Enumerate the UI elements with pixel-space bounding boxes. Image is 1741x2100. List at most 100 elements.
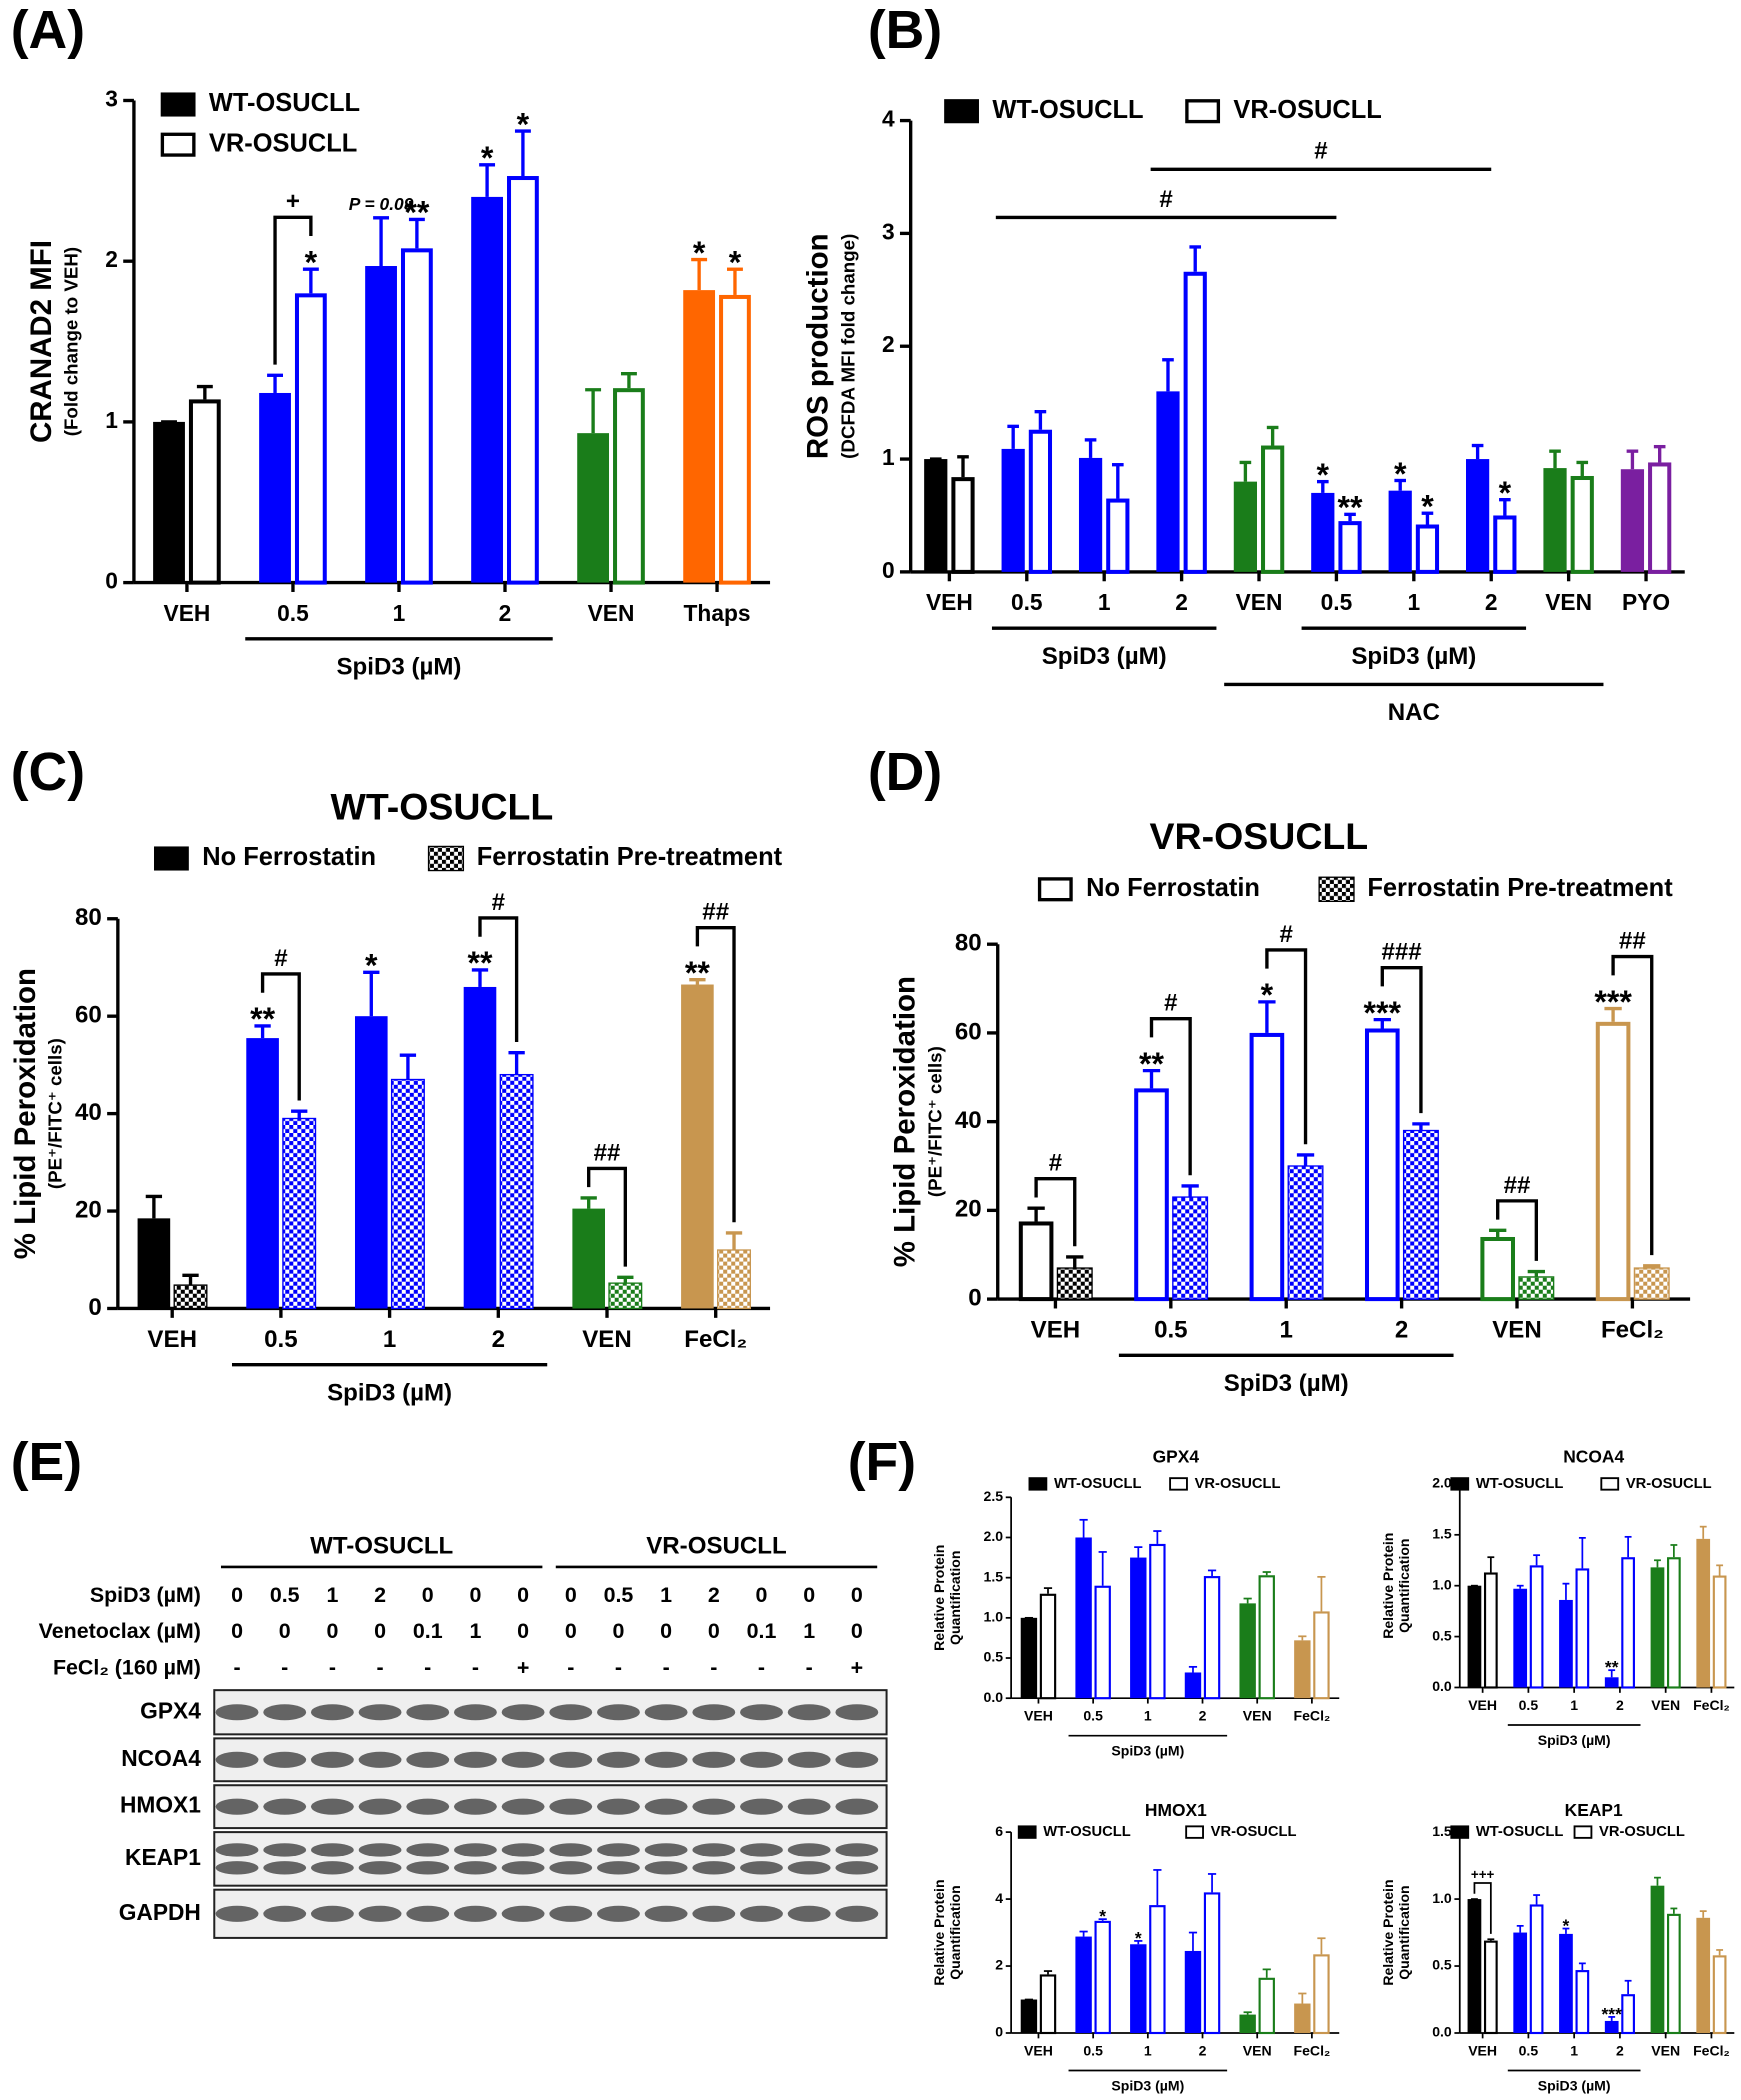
blot-band [310, 1704, 354, 1721]
condition-value: 0 [279, 1619, 291, 1643]
condition-label: Venetoclax (µM) [39, 1619, 201, 1643]
legend-label: No Ferrostatin [202, 843, 376, 871]
bar [1648, 462, 1672, 574]
bar [608, 1282, 643, 1310]
bar [1467, 1899, 1482, 2033]
bar [1415, 524, 1440, 574]
y-axis-label: Relative Protein [1380, 1879, 1396, 1985]
blot-band [358, 1861, 402, 1875]
y-tick-label: 2.0 [984, 1528, 1004, 1544]
legend-swatch [1169, 1477, 1188, 1491]
x-tick-label: 0.5 [1519, 1697, 1539, 1713]
condition-label: SpiD3 (µM) [90, 1583, 201, 1607]
y-tick-label: 4 [882, 106, 895, 132]
y-axis-sublabel: Quantification [947, 1885, 963, 1979]
bar [1604, 2020, 1619, 2033]
x-tick-label: VEH [147, 1326, 197, 1353]
bar [365, 266, 397, 583]
blot-band [263, 1704, 307, 1721]
x-tick-label: 2 [1395, 1317, 1408, 1344]
x-tick-label: 1 [1098, 589, 1111, 615]
x-tick-label: FeCl₂ [1294, 2042, 1331, 2058]
blot-band [406, 1905, 450, 1922]
x-tick-label: VEN [582, 1326, 632, 1353]
legend-swatch [427, 845, 465, 872]
condition-value: 0 [565, 1619, 577, 1643]
blot-band [597, 1905, 640, 1922]
condition-value: 0 [708, 1619, 720, 1643]
bar [1604, 1677, 1619, 1688]
comparison-bracket [1496, 1199, 1539, 1261]
comparison-label: ### [1382, 939, 1423, 966]
bar [1294, 1640, 1311, 1699]
blot-band [549, 1751, 593, 1768]
y-axis-label: Relative Protein [1380, 1533, 1396, 1639]
bar [1388, 490, 1412, 572]
condition-value: 0 [803, 1583, 815, 1607]
group-label: SpiD3 (µM) [1111, 2077, 1184, 2093]
y-tick-label: 1.5 [1432, 1823, 1452, 1839]
bar [613, 388, 645, 585]
y-axis-sublabel: (PE⁺/FITC⁺ cells) [924, 1046, 945, 1197]
condition-value: - [567, 1655, 574, 1679]
condition-value: 0.1 [747, 1619, 777, 1643]
bar [1134, 1088, 1169, 1302]
comparison-label: # [1314, 138, 1328, 165]
blot-band [310, 1861, 354, 1875]
blot-band [453, 1861, 497, 1875]
blot-band [692, 1704, 736, 1721]
y-axis-label: CRANAD2 MFI [25, 240, 58, 443]
blot-band [263, 1798, 307, 1815]
chart-title: NCOA4 [1563, 1446, 1624, 1466]
legend-label: WT-OSUCLL [209, 89, 360, 117]
legend-swatch [1573, 1825, 1593, 1839]
y-axis-label: % Lipid Peroxidation [889, 976, 922, 1267]
bar [1529, 1904, 1544, 2035]
blot-band [263, 1861, 307, 1875]
comparison-bracket [1473, 1882, 1492, 1934]
bar [153, 421, 185, 583]
bar [1518, 1276, 1555, 1300]
significance-label: * [1317, 457, 1330, 493]
bar [1075, 1936, 1092, 2033]
legend-swatch [1600, 1477, 1620, 1491]
condition-value: - [806, 1655, 813, 1679]
y-tick-label: 40 [955, 1107, 982, 1134]
condition-value: 1 [660, 1583, 672, 1607]
blot-band [692, 1861, 736, 1875]
blot-group-label: VR-OSUCLL [646, 1533, 787, 1560]
comparison-label: +++ [1471, 1867, 1495, 1882]
significance-label: ** [404, 195, 430, 231]
comparison-label: ## [1504, 1172, 1531, 1199]
bar [173, 1284, 208, 1310]
x-tick-label: VEN [1243, 1708, 1272, 1724]
y-tick-label: 3 [105, 86, 118, 112]
panel-label: (F) [848, 1433, 916, 1492]
significance-label: * [365, 948, 378, 984]
y-tick-label: 80 [75, 904, 102, 931]
y-tick-label: 20 [75, 1196, 102, 1223]
x-tick-label: 0.5 [277, 600, 309, 626]
group-label: SpiD3 (µM) [336, 654, 461, 681]
legend-label: VR-OSUCLL [1599, 1824, 1685, 1840]
blot-band [835, 1798, 879, 1815]
condition-value: - [710, 1655, 717, 1679]
legend-swatch [1185, 99, 1221, 124]
significance-label: * [693, 235, 706, 271]
condition-value: + [517, 1655, 530, 1679]
bar [1001, 448, 1025, 572]
blot-band [501, 1704, 545, 1721]
legend-label: Ferrostatin Pre-treatment [477, 843, 783, 871]
significance-label: ** [1338, 490, 1364, 526]
blot-band [549, 1843, 593, 1857]
x-tick-label: FeCl₂ [1693, 2042, 1730, 2058]
y-axis-label: Relative Protein [931, 1879, 947, 1985]
bar [1239, 2014, 1256, 2033]
blot-band [549, 1905, 593, 1922]
significance-label: ** [685, 955, 711, 991]
chart-title: VR-OSUCLL [1150, 815, 1369, 857]
chart-title: KEAP1 [1565, 1800, 1623, 1820]
legend-swatch [1185, 1825, 1204, 1839]
bar [683, 290, 716, 583]
y-tick-label: 0 [88, 1294, 101, 1321]
